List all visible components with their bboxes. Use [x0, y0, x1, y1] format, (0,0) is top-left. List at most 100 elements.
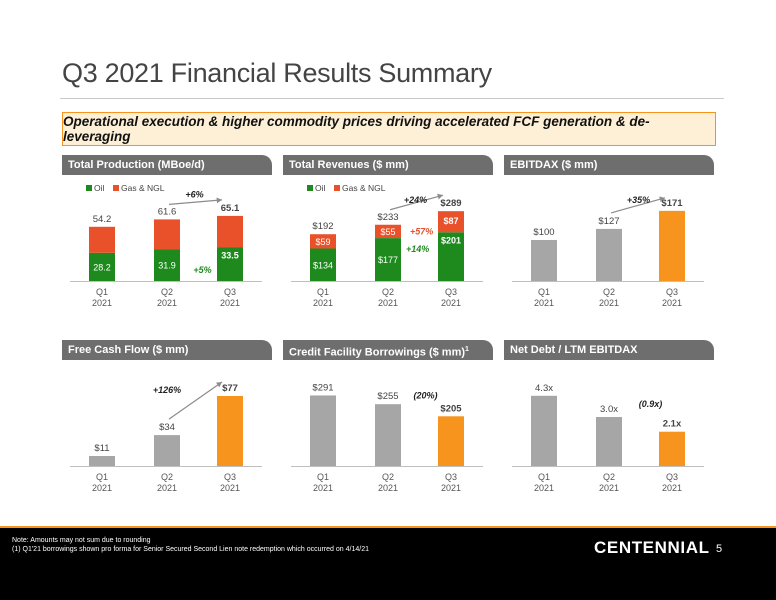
- legend-label: Oil: [315, 183, 326, 193]
- bar-q1: [531, 239, 557, 281]
- x-tick-label: 2021: [157, 483, 177, 493]
- bar-q2: [375, 404, 401, 466]
- panel-credit-facility: Credit Facility Borrowings ($ mm)1 Q1 202…: [283, 340, 493, 502]
- legend-label: Gas & NGL: [121, 183, 165, 193]
- panel-total-production: Total Production (MBoe/d) Oil Gas & NGL Q1…: [62, 155, 272, 317]
- value-label: 3.0x: [600, 404, 618, 415]
- bar-oil: [217, 247, 243, 281]
- total-value-label: $192: [312, 221, 333, 232]
- x-tick-label: 2021: [220, 298, 240, 308]
- oil-value-label: 28.2: [93, 262, 111, 272]
- growth-annotation: (20%): [413, 390, 437, 400]
- x-tick-label: 2021: [378, 298, 398, 308]
- footnote-marker: 1: [465, 346, 469, 353]
- title-divider: [60, 98, 724, 99]
- value-label: $34: [159, 422, 175, 433]
- trend-arrow-line: [389, 194, 444, 211]
- panel-title: Total Revenues ($ mm): [289, 159, 409, 171]
- panel-header: Net Debt / LTM EBITDAX: [504, 340, 714, 360]
- total-value-label: 61.6: [158, 206, 177, 217]
- bar-q2: [154, 435, 180, 466]
- bar-gas-ngl: [375, 224, 401, 239]
- panel-title: Net Debt / LTM EBITDAX: [510, 344, 638, 356]
- x-tick-label: Q1: [317, 287, 329, 297]
- bar-oil: [375, 238, 401, 281]
- x-tick-label: Q2: [161, 287, 173, 297]
- x-tick-label: 2021: [599, 483, 619, 493]
- x-tick-label: Q2: [161, 472, 173, 482]
- x-tick-label: Q1: [96, 287, 108, 297]
- panel-total-revenues: Total Revenues ($ mm) Oil Gas & NGL Q1 2021…: [283, 155, 493, 317]
- callout-text: Operational execution & higher commodity…: [63, 114, 650, 144]
- x-tick-label: Q2: [382, 472, 394, 482]
- panel-title: Credit Facility Borrowings ($ mm): [289, 346, 466, 359]
- x-tick-label: 2021: [599, 298, 619, 308]
- panel-title: Free Cash Flow ($ mm): [68, 344, 189, 356]
- x-tick-label: 2021: [92, 298, 112, 308]
- bar-gas-ngl: [89, 226, 115, 253]
- value-label: $127: [598, 216, 619, 227]
- x-tick-label: 2021: [662, 298, 682, 308]
- bar-q1: [89, 456, 115, 466]
- gas-growth-annotation: +57%: [410, 226, 433, 236]
- oil-growth-annotation: +14%: [406, 244, 429, 254]
- x-tick-label: Q1: [317, 472, 329, 482]
- gas-value-label: $59: [315, 237, 330, 247]
- total-production-chart: Oil Gas & NGLQ12021Q22021Q3202128.254.231…: [70, 183, 262, 308]
- trend-arrow-line: [610, 197, 666, 214]
- bar-q3: [659, 210, 685, 281]
- x-tick-label: Q3: [224, 472, 236, 482]
- x-tick-label: 2021: [378, 483, 398, 493]
- growth-annotation: (0.9x): [639, 399, 663, 409]
- panel-header: Total Revenues ($ mm): [283, 155, 493, 175]
- x-tick-label: Q3: [445, 472, 457, 482]
- trend-arrow-head: [216, 382, 222, 388]
- growth-annotation: +24%: [404, 195, 427, 205]
- bar-gas-ngl: [154, 219, 180, 250]
- x-tick-label: 2021: [92, 483, 112, 493]
- company-logo-text: CENTENNIAL: [594, 538, 710, 557]
- legend-swatch-gas: [334, 185, 340, 191]
- value-label: $255: [377, 391, 398, 402]
- x-tick-label: 2021: [157, 298, 177, 308]
- value-label: $100: [533, 227, 554, 238]
- value-label: $171: [661, 198, 683, 209]
- x-tick-label: 2021: [313, 298, 333, 308]
- growth-annotation: +126%: [153, 385, 181, 395]
- growth-annotation: +35%: [627, 195, 650, 205]
- bar-gas-ngl: [310, 234, 336, 249]
- bar-oil: [438, 232, 464, 281]
- footer-footnote: (1) Q1'21 borrowings shown pro forma for…: [12, 546, 369, 553]
- legend-label: Gas & NGL: [342, 183, 386, 193]
- bar-oil: [154, 249, 180, 281]
- bar-oil: [310, 248, 336, 281]
- x-tick-label: 2021: [313, 483, 333, 493]
- page-number: 5: [716, 543, 723, 555]
- bar-oil: [89, 252, 115, 281]
- footer-bar: [0, 528, 776, 600]
- panel-net-debt: Net Debt / LTM EBITDAX Q1 2021 Q2 2021 Q3 202…: [504, 340, 714, 502]
- oil-growth-annotation: +5%: [193, 265, 211, 275]
- oil-value-label: $134: [313, 260, 333, 270]
- oil-value-label: $177: [378, 255, 398, 265]
- trend-arrow-head: [216, 197, 222, 204]
- bar-q3: [217, 396, 243, 466]
- x-tick-label: Q3: [666, 472, 678, 482]
- value-label: $291: [312, 382, 333, 393]
- x-tick-label: Q1: [538, 472, 550, 482]
- oil-value-label: $201: [441, 235, 461, 245]
- bar-q1: [310, 395, 336, 466]
- x-tick-label: Q2: [603, 472, 615, 482]
- legend-swatch-oil: [86, 185, 92, 191]
- trend-arrow-head: [659, 196, 665, 203]
- value-label: 4.3x: [535, 383, 553, 394]
- bar-q3: [438, 416, 464, 466]
- x-tick-label: 2021: [441, 298, 461, 308]
- x-tick-label: 2021: [441, 483, 461, 493]
- gas-value-label: $87: [443, 216, 458, 226]
- footer-note: Note: Amounts may not sum due to roundin…: [12, 537, 151, 544]
- x-tick-label: 2021: [534, 483, 554, 493]
